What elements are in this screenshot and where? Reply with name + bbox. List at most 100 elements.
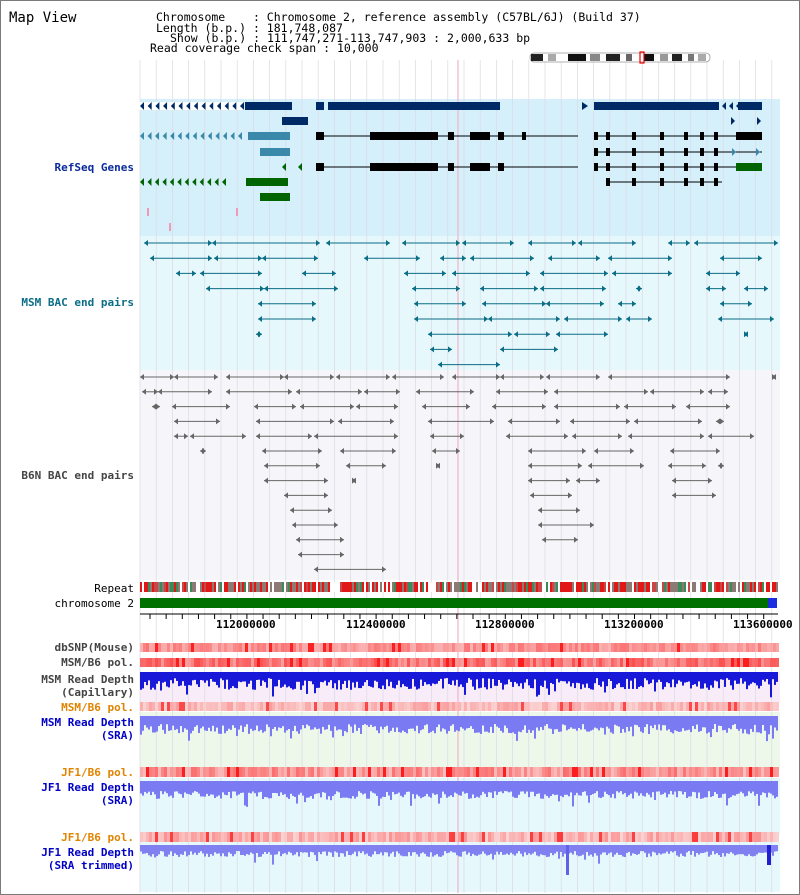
depth-bar	[400, 845, 402, 856]
depth-bar	[528, 716, 530, 730]
heatmap-cell	[287, 767, 290, 777]
heatmap-cell	[437, 658, 440, 667]
heatmap-cell	[671, 702, 674, 711]
refseq-genes-label[interactable]: RefSeq Genes	[54, 161, 134, 174]
depth-bar	[406, 672, 408, 687]
depth-bar	[676, 716, 678, 732]
heatmap-cell	[728, 767, 731, 777]
heatmap-cell	[497, 702, 500, 711]
heatmap-cell	[401, 702, 404, 711]
depth-bar	[224, 781, 226, 795]
depth-bar	[686, 781, 688, 799]
heatmap-cell	[161, 832, 164, 842]
depth-bar	[642, 781, 644, 796]
b6n-bac-label[interactable]: B6N BAC end pairs	[21, 469, 134, 482]
depth-bar	[208, 716, 210, 728]
heatmap-cell	[557, 767, 560, 777]
depth-bar	[158, 781, 160, 799]
repeat-element	[516, 582, 518, 592]
heatmap-cell	[557, 658, 560, 667]
depth-bar	[268, 845, 270, 853]
heatmap-cell	[623, 832, 626, 842]
heatmap-cell	[653, 767, 656, 777]
repeat-element	[678, 582, 680, 592]
bac-end	[300, 403, 304, 410]
bac-end	[618, 316, 622, 322]
b6n-bac-end-pair-features[interactable]	[140, 374, 776, 573]
heatmap-cell	[689, 658, 692, 667]
heatmap-cell	[611, 643, 614, 652]
bac-end	[572, 433, 576, 440]
depth-bar	[644, 845, 646, 853]
depth-bar	[722, 672, 724, 680]
depth-bar	[334, 781, 336, 795]
depth-bar	[582, 716, 584, 725]
heatmap-cell	[452, 702, 455, 711]
msm-bac-end-pair-features[interactable]	[144, 240, 778, 368]
repeat-element	[702, 582, 704, 592]
depth-bar	[698, 716, 700, 732]
msm-bac-label[interactable]: MSM BAC end pairs	[21, 296, 134, 309]
heatmap-cell	[404, 702, 407, 711]
heatmap-cell	[293, 767, 296, 777]
heatmap-cell	[269, 767, 272, 777]
depth-bar	[154, 672, 156, 690]
depth-bar	[732, 781, 734, 796]
bac-end	[648, 316, 652, 322]
repeat-element	[402, 582, 404, 592]
depth-bar	[696, 716, 698, 725]
depth-bar	[306, 781, 308, 798]
depth-bar	[718, 845, 720, 856]
heatmap-cell	[749, 643, 752, 652]
bac-end	[314, 566, 318, 573]
bac-end	[314, 255, 318, 262]
heatmap-cell	[596, 658, 599, 667]
heatmap-cell	[191, 832, 194, 842]
heatmap-cell	[458, 643, 461, 652]
depth-bar	[330, 672, 332, 681]
depth-bar	[444, 716, 446, 730]
depth-bar	[182, 672, 184, 682]
heatmap-cell	[278, 658, 281, 667]
depth-bar	[438, 716, 440, 725]
chromosome-ideogram[interactable]	[529, 51, 711, 64]
depth-bar	[590, 672, 592, 690]
repeat-element	[154, 582, 156, 592]
depth-bar	[462, 716, 464, 729]
depth-bar	[492, 672, 494, 680]
depth-bar	[572, 845, 574, 855]
depth-bar	[752, 781, 754, 792]
repeat-element	[526, 582, 528, 592]
bac-end	[414, 300, 418, 307]
heatmap-cell	[413, 832, 416, 842]
depth-bar	[560, 716, 562, 732]
gene-arrow	[162, 178, 167, 186]
heatmap-cell	[353, 643, 356, 652]
heatmap-cell	[221, 658, 224, 667]
repeat-element	[186, 582, 188, 592]
depth-bar	[186, 672, 188, 695]
heatmap-cell	[620, 702, 623, 711]
depth-bar	[682, 672, 684, 686]
depth-bar	[372, 781, 374, 793]
repeat-element	[504, 582, 506, 592]
heatmap-cell	[146, 643, 149, 652]
depth-bar	[440, 716, 442, 732]
repeat-element	[438, 582, 440, 592]
depth-bar	[466, 781, 468, 794]
heatmap-cell	[458, 658, 461, 667]
depth-bar	[364, 781, 366, 794]
heatmap-cell	[758, 702, 761, 711]
depth-bar	[282, 845, 284, 854]
bac-end	[172, 403, 176, 410]
depth-bar	[528, 781, 530, 798]
depth-bar	[306, 716, 308, 725]
depth-bar	[442, 672, 444, 689]
depth-bar	[216, 672, 218, 686]
repeat-element	[358, 582, 360, 592]
depth-bar	[588, 716, 590, 732]
depth-bar	[340, 716, 342, 730]
heatmap-cell	[353, 832, 356, 842]
refseq-gene-features[interactable]	[138, 102, 762, 231]
